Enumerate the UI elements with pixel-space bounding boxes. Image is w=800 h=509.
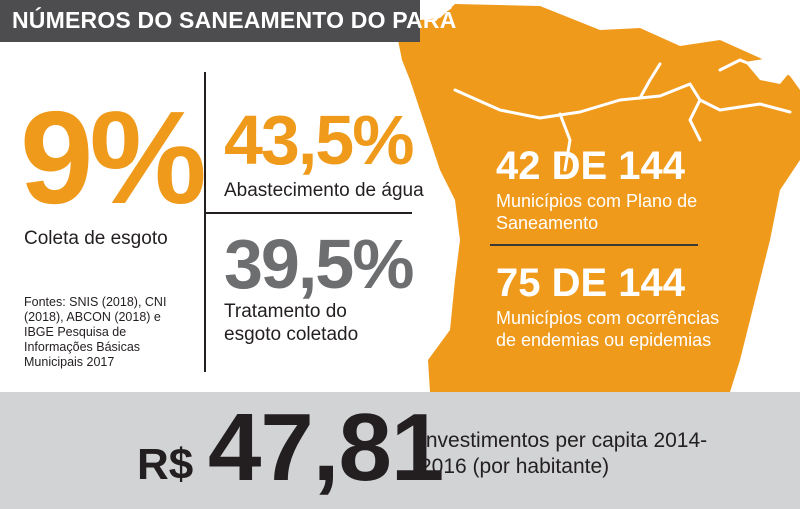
- investment-band: [0, 392, 800, 509]
- sewage-collection-label: Coleta de esgoto: [24, 228, 168, 249]
- river-mouth: [745, 58, 790, 84]
- river-lines: [453, 58, 792, 172]
- map-panel-divider: [490, 244, 698, 246]
- investment-value: 47,81: [208, 394, 444, 501]
- investment-currency: R$: [137, 440, 194, 489]
- sanitation-plan-label: Municípios com Plano de Saneamento: [496, 191, 698, 233]
- investment-label: Investimentos per capita 2014-2016 (por …: [420, 429, 708, 478]
- water-supply-value: 43,5%: [224, 101, 414, 179]
- sewage-treatment-label: Tratamento do esgoto coletado: [224, 301, 359, 345]
- horizontal-divider: [204, 212, 412, 214]
- header-title: NÚMEROS DO SANEAMENTO DO PARÁ: [12, 7, 457, 33]
- sanitation-plan-value: 42 DE 144: [496, 144, 686, 188]
- water-supply-label: Abastecimento de água: [224, 180, 424, 201]
- endemics-label: Municípios com ocorrências de endemias o…: [496, 308, 720, 350]
- sewage-treatment-value: 39,5%: [224, 225, 414, 303]
- sources-note: Fontes: SNIS (2018), CNI (2018), ABCON (…: [24, 295, 167, 369]
- sewage-collection-value: 9%: [20, 84, 207, 231]
- vertical-divider: [204, 72, 206, 372]
- endemics-value: 75 DE 144: [496, 261, 686, 305]
- header-bar: [0, 0, 420, 42]
